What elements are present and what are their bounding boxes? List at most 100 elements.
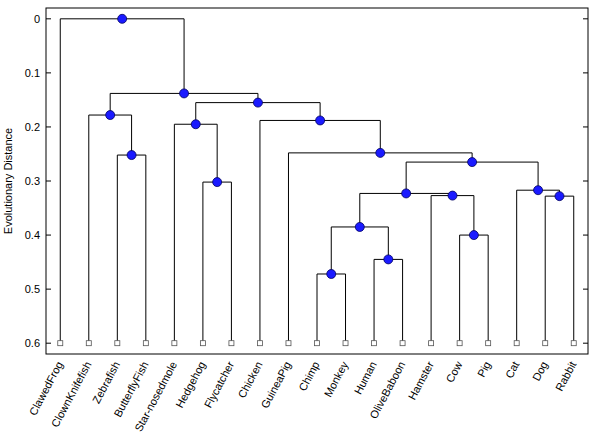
leaf-label: Zebrafish <box>90 359 122 405</box>
branch-vertical <box>331 227 332 274</box>
node-marker <box>534 186 543 195</box>
branch-vertical <box>374 259 375 343</box>
node-marker <box>213 178 222 187</box>
leaf-label: Dog <box>530 359 550 382</box>
node-marker <box>469 231 478 240</box>
leaf-label: ClownKnifefish <box>49 359 94 429</box>
y-tick <box>46 289 51 290</box>
branch-vertical <box>345 274 346 343</box>
branch-vertical <box>174 124 175 343</box>
y-tick <box>46 18 51 19</box>
chart: 00.10.20.30.40.50.6Evolutionary Distance… <box>0 0 600 444</box>
leaf-marker <box>343 341 348 346</box>
leaf-label: Rabbit <box>553 359 579 393</box>
branch-vertical <box>117 155 118 343</box>
leaf-label: Chimp <box>296 359 322 393</box>
y-tick <box>583 343 588 344</box>
node-marker <box>191 120 200 129</box>
leaf-label: OliveBaboon <box>367 359 407 420</box>
node-marker <box>106 111 115 120</box>
branch-vertical <box>145 155 146 343</box>
y-tick <box>583 126 588 127</box>
branch-vertical <box>545 196 546 343</box>
leaf-label: GuineaPig <box>259 359 294 410</box>
node-marker <box>448 191 457 200</box>
node-marker <box>316 116 325 125</box>
y-tick-label: 0.3 <box>25 175 40 187</box>
y-tick-label: 0.4 <box>25 229 40 241</box>
branch-vertical <box>202 182 203 343</box>
node-marker <box>127 151 136 160</box>
node-marker <box>180 89 189 98</box>
branch-vertical <box>231 182 232 343</box>
leaf-marker <box>315 341 320 346</box>
y-tick <box>46 343 51 344</box>
branch-vertical <box>431 196 432 344</box>
branch-vertical <box>317 274 318 343</box>
y-tick <box>583 181 588 182</box>
leaf-marker <box>514 341 519 346</box>
plot-background <box>46 8 588 354</box>
markers <box>58 14 576 345</box>
leaf-marker <box>543 341 548 346</box>
plot-area <box>58 14 576 345</box>
branch-vertical <box>131 115 132 155</box>
leaf-label: Star-nosedmole <box>132 359 179 433</box>
leaf-label: Chicken <box>235 359 264 400</box>
leaf-marker <box>200 341 205 346</box>
y-tick <box>583 18 588 19</box>
node-marker <box>355 222 364 231</box>
y-axis-label: Evolutionary Distance <box>2 128 14 234</box>
branch-vertical <box>88 115 89 343</box>
node-marker <box>468 158 477 167</box>
branch-vertical <box>459 235 460 343</box>
leaf-label: Monkey <box>322 359 351 399</box>
y-tick-label: 0 <box>34 13 40 25</box>
y-tick-label: 0.1 <box>25 67 40 79</box>
branch-vertical <box>184 19 185 94</box>
y-tick <box>46 181 51 182</box>
leaf-marker <box>571 341 576 346</box>
y-tick-label: 0.6 <box>25 337 40 349</box>
branch-vertical <box>359 193 360 227</box>
leaf-marker <box>257 341 262 346</box>
node-marker <box>253 98 262 107</box>
leaf-marker <box>115 341 120 346</box>
leaf-marker <box>86 341 91 346</box>
leaf-labels: ClawedFrogClownKnifefishZebrafishButterf… <box>27 359 579 434</box>
y-tick <box>46 126 51 127</box>
node-marker <box>555 192 564 201</box>
y-tick <box>46 72 51 73</box>
leaf-label: Pig <box>475 359 493 379</box>
y-tick <box>583 289 588 290</box>
branch-vertical <box>488 235 489 343</box>
branch-vertical <box>516 190 517 343</box>
leaf-marker <box>172 341 177 346</box>
node-marker <box>376 148 385 157</box>
y-tick-label: 0.5 <box>25 283 40 295</box>
node-marker <box>384 255 393 264</box>
plot-frame <box>46 8 588 354</box>
branch-vertical <box>60 19 61 343</box>
leaf-marker <box>143 341 148 346</box>
branch-vertical <box>217 124 218 182</box>
leaf-label: Human <box>352 359 379 396</box>
branches <box>60 19 573 343</box>
leaf-marker <box>429 341 434 346</box>
leaf-label: Hamster <box>406 359 436 402</box>
leaf-marker <box>486 341 491 346</box>
leaf-marker <box>286 341 291 346</box>
leaf-label: Cow <box>443 359 464 384</box>
node-marker <box>118 14 127 23</box>
page: {"chart_data": { "type": "dendrogram", "… <box>0 0 600 444</box>
branch-vertical <box>259 120 260 343</box>
node-marker <box>327 269 336 278</box>
branch-vertical <box>402 259 403 343</box>
leaf-marker <box>457 341 462 346</box>
leaf-marker <box>229 341 234 346</box>
leaf-marker <box>58 341 63 346</box>
y-tick <box>583 235 588 236</box>
y-tick <box>583 72 588 73</box>
leaf-marker <box>400 341 405 346</box>
branch-vertical <box>288 153 289 343</box>
